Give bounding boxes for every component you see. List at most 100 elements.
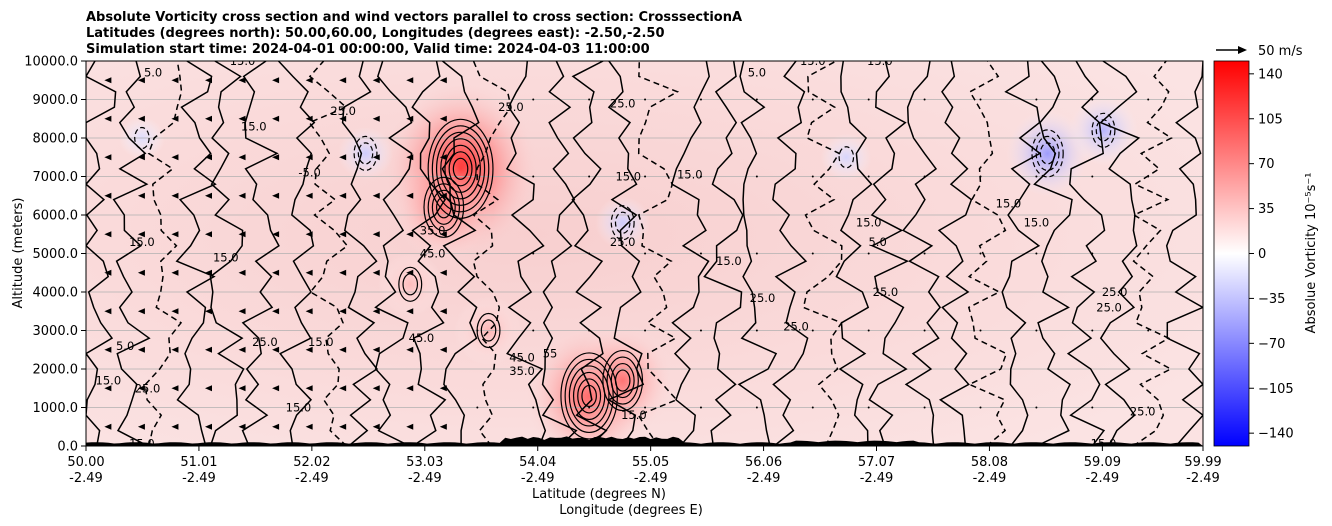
contour-line xyxy=(209,61,245,446)
wind-vector xyxy=(755,252,758,255)
wind-vector xyxy=(1091,406,1094,409)
chart-title-line-2: Latitudes (degrees north): 50.00,60.00, … xyxy=(86,26,665,41)
contour-ring xyxy=(1095,119,1112,142)
contour-label: 15.0 xyxy=(129,437,155,451)
wind-vector xyxy=(699,175,702,178)
wind-vector xyxy=(811,252,814,255)
contour-ring xyxy=(1039,142,1056,165)
contour-label: 35.0 xyxy=(420,223,446,237)
y-tick-label: 1000.0 xyxy=(33,401,79,416)
contour-ring xyxy=(564,358,614,434)
wind-vector xyxy=(476,175,479,178)
wind-vector xyxy=(1035,98,1038,101)
contour-label: 45.0 xyxy=(409,331,435,345)
x-tick-label-lon: -2.49 xyxy=(408,471,442,486)
x-axis-label-lat: Latitude (degrees N) xyxy=(532,487,666,502)
contour-label: 5.0 xyxy=(116,339,134,353)
quiver-key-arrow-head xyxy=(1238,46,1247,54)
x-tick-label-lon: -2.49 xyxy=(747,471,781,486)
contour-ring xyxy=(448,151,473,187)
wind-vector xyxy=(171,154,179,161)
wind-vector xyxy=(339,308,347,315)
wind-vector xyxy=(476,252,479,255)
x-tick-label-lat: 54.04 xyxy=(519,455,556,470)
wind-vector xyxy=(339,269,347,276)
plot-area: 5.015.025.015.0-5.015.015.05.015.025.025… xyxy=(86,54,1203,451)
colorbar-tick-label: 105 xyxy=(1258,112,1283,127)
colorbar-ticks: 140 105 70 35 0 −35 −70 −105 −140 xyxy=(1249,67,1294,442)
wind-vector xyxy=(104,231,112,238)
contour-ring xyxy=(423,176,465,238)
wind-vector xyxy=(755,406,758,409)
wind-vector xyxy=(272,115,280,122)
wind-vector xyxy=(923,175,926,178)
contour-line xyxy=(802,61,843,446)
contour-label: 25.0 xyxy=(1102,285,1128,299)
wind-vector xyxy=(305,192,313,199)
contour-ring xyxy=(568,365,610,427)
wind-vector xyxy=(104,192,112,199)
contour-line xyxy=(835,61,873,446)
wind-vector xyxy=(137,115,145,122)
wind-vector xyxy=(305,231,313,238)
contour-label: 25.0 xyxy=(1130,404,1156,418)
contour-label: 25.0 xyxy=(252,335,278,349)
contour-label: 15.0 xyxy=(1091,437,1117,451)
wind-vector xyxy=(238,77,246,84)
contour-line xyxy=(472,61,512,446)
wind-vector xyxy=(305,385,313,392)
contour-label: 5.0 xyxy=(868,235,886,249)
wind-vector xyxy=(372,308,380,315)
x-tick-label-lon: -2.49 xyxy=(634,471,668,486)
contour-ring xyxy=(1031,129,1064,178)
contour-label: 25.0 xyxy=(750,291,776,305)
wind-vector xyxy=(1091,329,1094,332)
wind-vector xyxy=(699,329,702,332)
wind-vector xyxy=(372,77,380,84)
wind-vector xyxy=(699,406,702,409)
wind-vector xyxy=(305,77,313,84)
wind-vector xyxy=(1147,98,1150,101)
wind-vector xyxy=(406,115,414,122)
contour-line xyxy=(411,61,447,446)
wind-vector xyxy=(238,269,246,276)
wind-vector xyxy=(867,98,870,101)
chart-title-line-3: Simulation start time: 2024-04-01 00:00:… xyxy=(86,42,650,57)
contour-ring xyxy=(610,362,635,399)
contour-label: 15.0 xyxy=(867,54,893,68)
wind-vector xyxy=(305,154,313,161)
wind-vector xyxy=(204,269,212,276)
wind-vector xyxy=(979,252,982,255)
contour-ring xyxy=(480,319,497,342)
contour-line xyxy=(937,61,973,446)
wind-vector xyxy=(137,346,145,353)
wind-vector xyxy=(1035,175,1038,178)
contour-ring xyxy=(614,211,631,234)
wind-vector xyxy=(439,231,447,238)
wind-vector xyxy=(406,269,414,276)
wind-vector xyxy=(372,385,380,392)
wind-vector xyxy=(979,329,982,332)
wind-vector xyxy=(1035,329,1038,332)
wind-vector xyxy=(439,192,447,199)
wind-vector xyxy=(406,308,414,315)
contour-ring xyxy=(572,371,606,421)
wind-vector xyxy=(372,192,380,199)
contour-line xyxy=(868,61,910,446)
wind-vector xyxy=(272,77,280,84)
colorbar-label: Absolue Vorticity 10⁻⁵s⁻¹ xyxy=(1304,173,1319,334)
wind-vector xyxy=(406,154,414,161)
wind-vector xyxy=(439,385,447,392)
contour-label: 15.0 xyxy=(716,254,742,268)
y-tick-label: 4000.0 xyxy=(33,286,79,301)
chart-title-line-1: Absolute Vorticity cross section and win… xyxy=(86,10,742,25)
wind-vector xyxy=(1091,98,1094,101)
wind-vector xyxy=(372,269,380,276)
wind-vector xyxy=(171,77,179,84)
terrain xyxy=(86,436,1203,446)
x-axis: 50.00-2.4951.01-2.4952.02-2.4953.03-2.49… xyxy=(67,446,1222,486)
wind-vector xyxy=(439,346,447,353)
wind-vector xyxy=(104,154,112,161)
wind-vector xyxy=(137,77,145,84)
y-tick-label: 10000.0 xyxy=(24,55,78,70)
